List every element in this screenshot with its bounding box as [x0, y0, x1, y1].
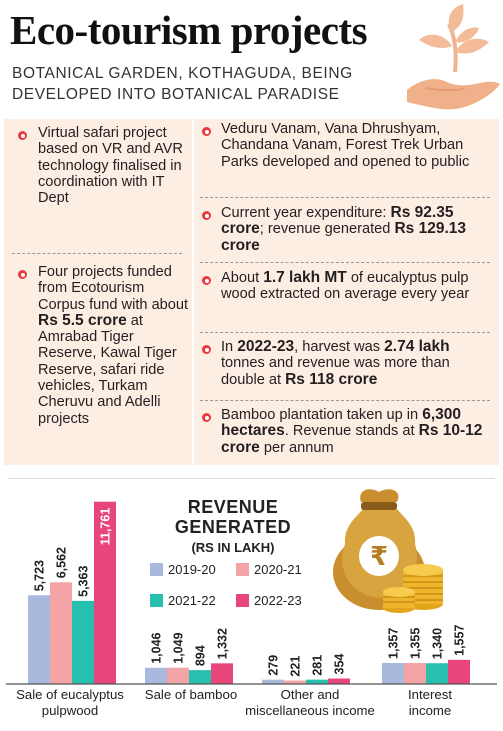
right-point-5: Bamboo plantation taken up in 6,300 hect… [221, 406, 483, 456]
bar-label-2019-20-0: 5,723 [33, 560, 47, 591]
right-point-1: Veduru Vanam, Vana Dhrushyam, Chandana V… [221, 121, 470, 170]
bar-2022-23-0 [94, 501, 116, 684]
coin-stack-icon [383, 564, 443, 613]
bullet-icon [18, 131, 27, 140]
left-info-panel [4, 119, 192, 465]
page-title: Eco-tourism projects [10, 7, 368, 53]
left-point-1: Virtual safari project based on VR and A… [38, 125, 183, 207]
left-point-2: Four projects funded from Ecotourism Cor… [38, 264, 189, 427]
svg-text:₹: ₹ [370, 542, 388, 572]
divider [12, 253, 182, 254]
category-label-other: Other and miscellaneous income [245, 687, 375, 718]
bar-label-2022-23-3: 1,557 [453, 625, 467, 656]
divider [200, 262, 490, 263]
bar-label-2022-23-2: 354 [333, 654, 347, 675]
bar-label-2021-22-2: 281 [311, 655, 325, 676]
bar-label-2019-20-1: 1,046 [150, 632, 164, 663]
bar-2021-22-2 [306, 679, 328, 684]
bullet-icon [202, 413, 211, 422]
chart-title: REVENUE GENERATED [174, 497, 292, 537]
legend-item-2021-22: 2021-22 [150, 593, 216, 608]
bar-2020-21-0 [50, 582, 72, 684]
bullet-icon [202, 345, 211, 354]
bar-2021-22-1 [189, 670, 211, 684]
right-point-4: In 2022-23, harvest was 2.74 lakh tonnes… [221, 338, 450, 388]
divider [200, 400, 490, 401]
revenue-bar-chart: 5,723 6,562 5,363 11,761 1,046 1,049 894 1,332 2… [6, 478, 497, 685]
right-point-2: Current year expenditure: Rs 92.35 crore… [221, 204, 466, 254]
bar-2019-20-3 [382, 662, 404, 684]
bar-label-2021-22-3: 1,340 [431, 628, 445, 659]
bullet-icon [202, 276, 211, 285]
bar-label-2020-21-3: 1,355 [409, 628, 423, 659]
sapling-in-hand-icon [407, 4, 500, 110]
category-label-interest: Interest income [408, 687, 452, 718]
divider [200, 197, 490, 198]
page-subtitle: BOTANICAL GARDEN, KOTHAGUDA, BEING DEVEL… [12, 65, 353, 103]
legend-item-2020-21: 2020-21 [236, 562, 302, 577]
legend-item-2022-23: 2022-23 [236, 593, 302, 608]
bullet-icon [202, 211, 211, 220]
right-info-panel [194, 119, 499, 465]
legend-item-2019-20: 2019-20 [150, 562, 216, 577]
bar-label-2019-20-2: 279 [267, 655, 281, 676]
bar-label-2021-22-1: 894 [194, 645, 208, 666]
right-point-3: About 1.7 lakh MT of eucalyptus pulp woo… [221, 269, 470, 303]
bar-2019-20-2 [262, 679, 284, 684]
bar-label-2021-22-0: 5,363 [77, 566, 91, 597]
bar-2021-22-0 [72, 600, 94, 684]
bar-2019-20-0 [28, 595, 50, 684]
bar-2020-21-3 [404, 662, 426, 684]
bar-label-2020-21-2: 221 [289, 656, 303, 677]
category-label-bamboo: Sale of bamboo [144, 687, 238, 702]
bar-label-2020-21-1: 1,049 [172, 632, 186, 663]
bar-2022-23-3 [448, 659, 470, 684]
bar-label-2022-23-0: 11,761 [99, 508, 113, 546]
divider [200, 332, 490, 333]
bar-2022-23-1 [211, 663, 233, 684]
bar-2022-23-2 [328, 678, 350, 684]
bar-label-2020-21-0: 6,562 [55, 547, 69, 578]
bar-2020-21-1 [167, 667, 189, 684]
category-label-eucalyptus: Sale of eucalyptus pulpwood [16, 687, 124, 718]
bar-2021-22-3 [426, 663, 448, 684]
money-bag-rupee-icon: ₹ [333, 489, 443, 613]
chart-unit: (RS IN LAKH) [191, 540, 275, 555]
bar-2020-21-2 [284, 680, 306, 684]
bar-2019-20-1 [145, 667, 167, 684]
bullet-icon [202, 127, 211, 136]
bullet-icon [18, 270, 27, 279]
bar-label-2019-20-3: 1,357 [387, 628, 401, 659]
bar-label-2022-23-1: 1,332 [216, 628, 230, 659]
